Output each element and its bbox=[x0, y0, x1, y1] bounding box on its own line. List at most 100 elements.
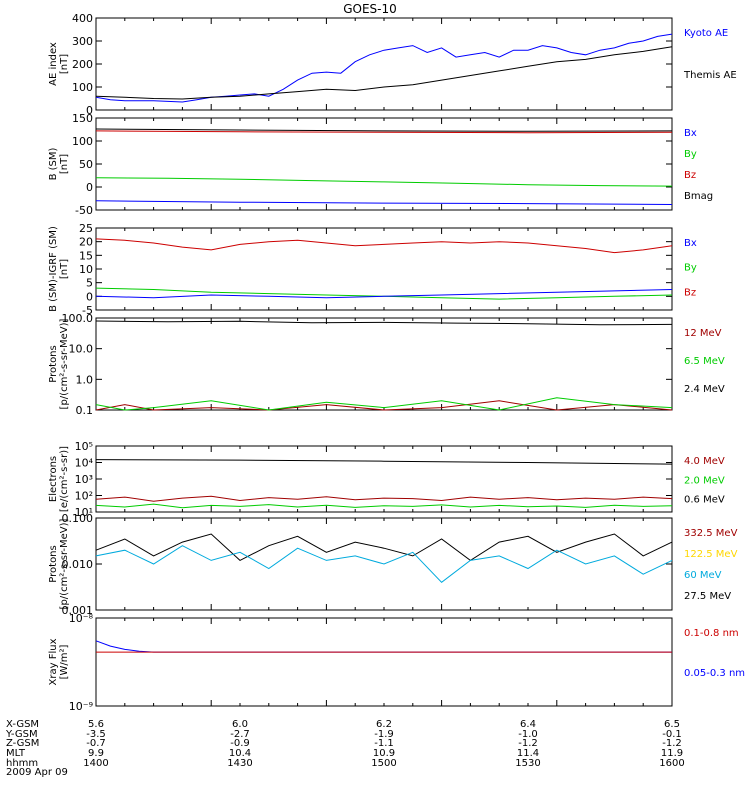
date-label: 2009 Apr 09 bbox=[6, 767, 68, 778]
y-tick-label: 25 bbox=[79, 222, 93, 235]
y-axis-label: B (SM)-IGRF (SM)[nT] bbox=[48, 226, 70, 312]
legend-entry: 2.4 MeV bbox=[684, 384, 725, 395]
footer-value: -1.2 bbox=[518, 738, 538, 749]
panel-7: 10⁻⁸ 10⁻⁹ Xray Flux[W/m²] 0.1-0.8 nm 0.05-0.… bbox=[48, 612, 745, 713]
footer-value: -2.7 bbox=[230, 729, 250, 740]
series-line-bx bbox=[95, 289, 673, 299]
y-axis-label-line: B (SM) bbox=[48, 147, 59, 180]
y-tick-label: 0 bbox=[86, 181, 93, 194]
y-tick-label: -50 bbox=[75, 204, 93, 217]
y-tick-label: 10⁻⁹ bbox=[69, 700, 93, 713]
footer-value: 1400 bbox=[83, 758, 108, 769]
series-line-bx bbox=[95, 200, 673, 205]
series-line-0-05-0-3-nm bbox=[95, 640, 672, 653]
y-tick-label: 150 bbox=[72, 112, 93, 125]
y-axis-label-line: Xray Flux bbox=[48, 638, 59, 685]
series-line-bmag bbox=[95, 128, 673, 132]
footer-value: 11.4 bbox=[517, 748, 539, 759]
legend-entry: 2.0 MeV bbox=[684, 475, 725, 486]
series-line-themis-ae bbox=[95, 46, 673, 100]
y-axis-label-line: B (SM)-IGRF (SM) bbox=[48, 226, 59, 312]
y-axis-label-line: Protons bbox=[48, 345, 59, 382]
y-tick-label: 200 bbox=[72, 58, 93, 71]
panel-frame bbox=[95, 617, 673, 707]
y-tick-label: 10.0 bbox=[69, 343, 94, 356]
legend-entry: 60 MeV bbox=[684, 570, 722, 581]
chart-title: GOES-10 bbox=[343, 2, 397, 16]
footer-value: 6.5 bbox=[664, 719, 680, 730]
legend-entry: 6.5 MeV bbox=[684, 356, 725, 367]
y-tick-label: 10⁻⁸ bbox=[69, 612, 94, 625]
y-axis-label: Xray Flux[W/m²] bbox=[48, 638, 70, 685]
series-line-kyoto-ae bbox=[95, 33, 673, 103]
y-tick-label: 300 bbox=[72, 35, 93, 48]
legend-entry: 4.0 MeV bbox=[684, 456, 725, 467]
legend-entry: Bx bbox=[684, 128, 697, 139]
series-line-bz bbox=[95, 238, 673, 254]
y-axis-label-line: AE index bbox=[48, 42, 59, 86]
y-tick-label: 20 bbox=[79, 236, 93, 249]
footer-value: 5.6 bbox=[88, 719, 104, 730]
y-axis-label-line: [e/(cm²-s-sr)] bbox=[59, 446, 70, 512]
legend-entry: Kyoto AE bbox=[684, 28, 728, 39]
series-line-60-mev bbox=[95, 545, 673, 583]
legend-entry: Bx bbox=[684, 238, 697, 249]
footer-row-label: hhmm bbox=[6, 758, 38, 769]
y-tick-label: 5 bbox=[86, 277, 93, 290]
footer-row-label: MLT bbox=[6, 748, 26, 759]
y-axis-label-line: Electrons bbox=[48, 456, 59, 502]
panel-5: 10⁵ 10⁴ 10³ 10² 10¹ Electrons[e/(cm²-s-sr)] 4.… bbox=[48, 440, 725, 519]
series-line-2-0-mev bbox=[95, 503, 673, 509]
footer-row-label: Z-GSM bbox=[6, 738, 39, 749]
footer-value: 9.9 bbox=[88, 748, 104, 759]
panel-1: 400 300 200 100 0 AE index[nT] Kyoto AE Themis … bbox=[48, 12, 737, 117]
panel-frame bbox=[95, 317, 673, 411]
y-tick-label: 10³ bbox=[75, 473, 93, 486]
legend-entry: 0.1-0.8 nm bbox=[684, 628, 739, 639]
y-tick-label: 10⁵ bbox=[75, 440, 93, 453]
footer-value: -1.0 bbox=[518, 729, 538, 740]
legend-entry: Bz bbox=[684, 170, 696, 181]
series-line-by bbox=[95, 177, 673, 187]
y-tick-label: 100 bbox=[72, 81, 93, 94]
legend-entry: By bbox=[684, 263, 697, 274]
series-line-bz bbox=[95, 130, 673, 134]
y-tick-label: 1.0 bbox=[76, 373, 94, 386]
y-tick-label: 50 bbox=[79, 158, 93, 171]
y-tick-label: 100 bbox=[72, 135, 93, 148]
footer-value: 1530 bbox=[515, 758, 540, 769]
footer-value: 1430 bbox=[227, 758, 252, 769]
y-tick-label: 0.001 bbox=[62, 604, 94, 617]
footer-value: 1500 bbox=[371, 758, 396, 769]
footer-value: -1.1 bbox=[374, 738, 394, 749]
y-tick-label: 0.100 bbox=[62, 512, 94, 525]
legend-entry: 122.5 MeV bbox=[684, 549, 738, 560]
y-axis-label-line: [nT] bbox=[59, 154, 70, 174]
footer-value: 6.0 bbox=[232, 719, 248, 730]
y-axis-label-line: [nT] bbox=[59, 54, 70, 74]
legend-entry: 332.5 MeV bbox=[684, 528, 738, 539]
legend-entry: Themis AE bbox=[683, 70, 737, 81]
footer-value: -3.5 bbox=[86, 729, 106, 740]
y-tick-label: 10⁴ bbox=[75, 457, 94, 470]
series-line-by bbox=[95, 287, 673, 300]
panel-6: 0.1000.0100.001Protons[p/(cm²-s-sr-MeV)]… bbox=[48, 512, 738, 617]
y-tick-label: 400 bbox=[72, 12, 93, 25]
y-tick-label: 0 bbox=[86, 290, 93, 303]
legend-entry: 12 MeV bbox=[684, 328, 722, 339]
y-axis-label-line: Protons bbox=[48, 545, 59, 582]
y-tick-label: 15 bbox=[79, 249, 93, 262]
y-axis-label: AE index[nT] bbox=[48, 42, 70, 86]
legend-entry: Bz bbox=[684, 287, 696, 298]
y-axis-label: Electrons[e/(cm²-s-sr)] bbox=[48, 446, 70, 512]
y-tick-label: 0 bbox=[86, 104, 93, 117]
footer-value: 10.9 bbox=[373, 748, 395, 759]
y-axis-label: Protons[p/(cm²-s-sr-MeV)] bbox=[48, 318, 70, 409]
y-tick-label: 0.1 bbox=[76, 404, 94, 417]
footer-value: -0.9 bbox=[230, 738, 250, 749]
y-axis-label-line: [nT] bbox=[59, 259, 70, 279]
y-tick-label: 0.010 bbox=[62, 558, 94, 571]
